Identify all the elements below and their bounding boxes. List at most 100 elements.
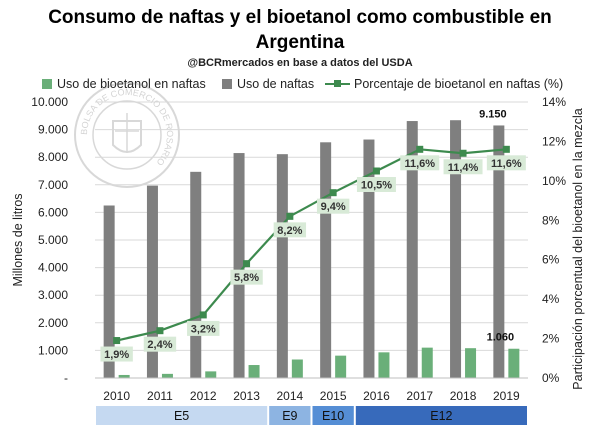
bar-naftas [103, 205, 115, 378]
legend-label-naftas: Uso de naftas [237, 77, 314, 91]
y-tick-left: 3.000 [38, 288, 68, 302]
percentage-label-bg [356, 177, 396, 192]
percentage-label: 3,2% [191, 323, 216, 335]
legend: Uso de bioetanol en naftas Uso de naftas… [42, 77, 563, 91]
y-axis-right-label: Participación porcentual del bioetanol e… [571, 108, 585, 389]
bar-bioetanol [421, 347, 433, 378]
percentage-label-bg [400, 155, 440, 171]
bar-bioetanol [378, 352, 390, 378]
percentage-label-bg [143, 336, 177, 352]
legend-swatch-bioetanol [42, 79, 52, 89]
percentage-label: 5,8% [234, 272, 259, 284]
percentage-line: 1,9% 2,4% 3,2% 5,8% 8,2% 9,4% 10,5% 11,6% 11,4% 1… [100, 145, 526, 362]
x-tick-label: 2012 [190, 389, 217, 403]
stage-label: E5 [174, 409, 189, 423]
percentage-marker [459, 149, 467, 157]
bar-bioetanol [335, 355, 347, 378]
bar-naftas [190, 171, 202, 378]
watermark-seal: BOLSA DE COMERCIO DE ROSARIO [74, 82, 180, 188]
y-tick-left: 1.000 [38, 343, 68, 357]
y-axis-left: - 1.000 2.000 3.000 4.000 5.000 6.000 7.000 8.00… [31, 95, 68, 385]
legend-marker-porcentaje [334, 80, 341, 87]
bars [95, 120, 528, 379]
x-axis: 2010 2011 2012 2013 2014 2015 2016 2017 2018 2019 [103, 389, 520, 403]
y-tick-left: 4.000 [38, 261, 68, 275]
stage-label: E10 [322, 409, 344, 423]
legend-label-porcentaje: Porcentaje de bioetanol en naftas (%) [354, 77, 563, 91]
chart-subtitle: @BCRmercados en base a datos del USDA [187, 57, 412, 69]
y-tick-right: 4% [542, 292, 560, 306]
percentage-marker [199, 311, 207, 319]
percentage-label: 2,4% [147, 339, 172, 351]
x-tick-label: 2017 [406, 389, 433, 403]
y-tick-right: 8% [542, 213, 560, 227]
percentage-label: 1,9% [104, 349, 129, 361]
stage-band [355, 406, 527, 425]
percentage-marker [416, 145, 424, 153]
stage-band [96, 406, 268, 425]
bar-naftas [276, 154, 288, 378]
percentage-label-bg [316, 198, 350, 214]
bar-naftas [450, 120, 462, 378]
y-tick-right: 14% [542, 95, 566, 109]
percentage-label: 9,4% [321, 201, 346, 213]
percentage-label-bg [100, 346, 133, 362]
x-tick-label: 2014 [276, 389, 303, 403]
y-tick-left: 8.000 [38, 150, 68, 164]
bar-naftas [146, 185, 158, 378]
x-tick-label: 2011 [147, 389, 173, 403]
y-tick-left: - [64, 371, 68, 385]
stage-band [269, 406, 311, 425]
y-tick-left: 9.000 [38, 123, 68, 137]
bar-bioetanol [291, 359, 303, 378]
y-tick-left: 6.000 [38, 205, 68, 219]
y-tick-left: 2.000 [38, 316, 68, 330]
bar-bioetanol [205, 371, 217, 378]
percentage-label-bg [187, 320, 220, 336]
percentage-marker [372, 167, 380, 175]
y-tick-right: 0% [542, 371, 560, 385]
y-tick-right: 2% [542, 332, 560, 346]
percentage-marker [329, 189, 337, 197]
x-tick-label: 2018 [450, 389, 477, 403]
stage-band [312, 406, 354, 425]
bar-naftas [320, 142, 332, 378]
percentage-label: 8,2% [277, 225, 302, 237]
x-tick-label: 2010 [103, 389, 130, 403]
annotation-naftas-2019: 9.150 [479, 108, 507, 120]
y-tick-right: 10% [542, 174, 566, 188]
y-axis-right: 0% 2% 4% 6% 8% 10% 12% 14% [542, 95, 566, 385]
percentage-marker [286, 212, 294, 220]
percentage-label-bg [486, 155, 526, 171]
bar-naftas [493, 125, 505, 379]
bar-bioetanol [118, 374, 130, 378]
bar-bioetanol [465, 348, 477, 378]
bar-naftas [363, 139, 375, 378]
x-tick-label: 2019 [493, 389, 520, 403]
chart-title-line2: Argentina [256, 32, 345, 53]
percentage-label: 11,6% [404, 158, 435, 170]
chart-title-line1: Consumo de naftas y el bioetanol como co… [48, 7, 552, 28]
annotation-bioetanol-2019: 1.060 [487, 332, 515, 344]
percentage-marker [113, 337, 121, 345]
percentage-label-bg [273, 222, 307, 238]
y-tick-right: 12% [542, 134, 566, 148]
percentage-label: 11,6% [491, 158, 522, 170]
percentage-series-line [116, 148, 507, 342]
x-tick-label: 2016 [363, 389, 390, 403]
percentage-marker [156, 327, 164, 335]
percentage-label: 11,4% [448, 162, 479, 174]
percentage-label: 10,5% [361, 180, 392, 192]
percentage-label-bg [230, 269, 263, 285]
percentage-label-bg [443, 159, 483, 175]
bar-bioetanol [508, 348, 520, 378]
stage-label: E12 [430, 409, 452, 423]
y-tick-left: 10.000 [31, 95, 68, 109]
percentage-marker [243, 260, 251, 268]
ethanol-blend-stages: E5 E9 E10 E12 [96, 406, 527, 425]
bar-bioetanol [161, 373, 173, 378]
bar-bioetanol [248, 365, 260, 378]
bar-naftas [406, 121, 418, 378]
stage-label: E9 [282, 409, 297, 423]
